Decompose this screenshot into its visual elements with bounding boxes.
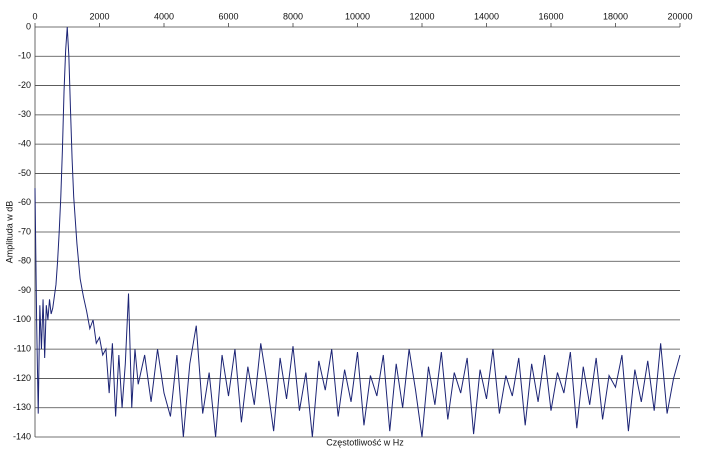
y-tick-label: -90	[18, 285, 31, 295]
x-tick-label: 20000	[667, 11, 692, 21]
y-tick-label: -130	[13, 402, 31, 412]
x-tick-label: 8000	[283, 11, 303, 21]
y-tick-label: -120	[13, 373, 31, 383]
x-tick-label: 6000	[218, 11, 238, 21]
x-axis-label: Częstotliwość w Hz	[326, 437, 404, 447]
y-tick-label: -50	[18, 168, 31, 178]
x-tick-label: 4000	[154, 11, 174, 21]
x-tick-label: 0	[32, 11, 37, 21]
spectrum-line	[34, 26, 681, 438]
y-tick-label: -100	[13, 314, 31, 324]
x-tick-label: 18000	[603, 11, 628, 21]
y-tick-label: -20	[18, 80, 31, 90]
y-tick-label: -10	[18, 51, 31, 61]
y-tick-label: -140	[13, 431, 31, 441]
y-tick-label: -30	[18, 109, 31, 119]
y-tick-label: 0	[26, 21, 31, 31]
y-tick-label: -80	[18, 256, 31, 266]
y-tick-label: -60	[18, 197, 31, 207]
y-axis-label: Amplituda w dB	[4, 201, 14, 264]
x-tick-label: 10000	[345, 11, 370, 21]
x-tick-label: 12000	[409, 11, 434, 21]
x-tick-label: 16000	[538, 11, 563, 21]
y-tick-label: -110	[14, 344, 31, 354]
y-tick-label: -70	[18, 226, 31, 236]
x-tick-label: 14000	[474, 11, 499, 21]
x-tick-label: 2000	[89, 11, 109, 21]
y-tick-label: -40	[18, 139, 31, 149]
